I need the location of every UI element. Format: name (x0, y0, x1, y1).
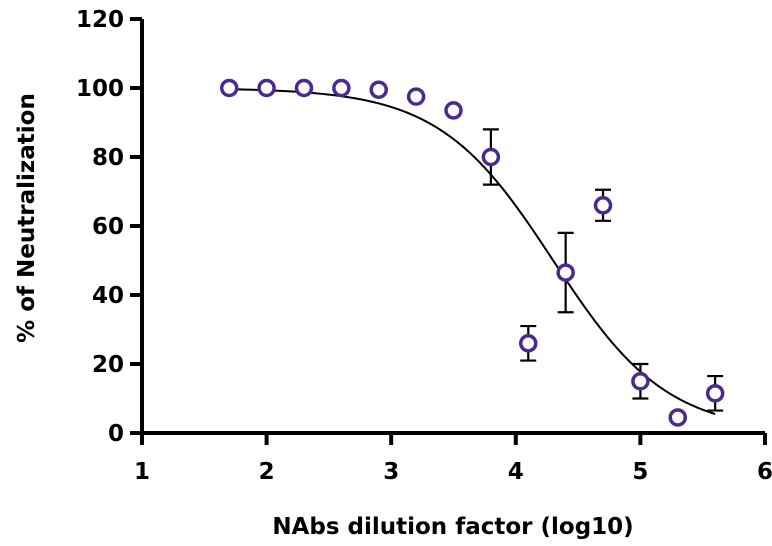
data-point (519, 334, 538, 353)
data-point (631, 372, 650, 391)
x-tick-label: 5 (632, 459, 648, 485)
data-point (257, 78, 276, 98)
data-points-layer (219, 78, 725, 427)
x-tick-label: 3 (383, 459, 399, 485)
x-tick-label: 6 (757, 459, 772, 485)
y-tick-label: 80 (92, 145, 124, 171)
data-point (705, 384, 725, 403)
fit-curve (229, 88, 716, 415)
axes: 0 20 40 60 80 100 120 1 2 3 4 5 6 (76, 7, 772, 485)
y-axis-title: % of Neutralization (14, 93, 40, 343)
y-tick-label: 120 (76, 7, 124, 33)
y-tick-label: 20 (92, 352, 124, 378)
data-point (668, 408, 688, 427)
data-point (481, 147, 501, 167)
data-point (444, 101, 463, 120)
data-point (369, 80, 388, 99)
x-axis-title: NAbs dilution factor (log10) (272, 514, 633, 540)
y-tick-label: 40 (92, 283, 124, 309)
data-point (294, 78, 314, 98)
y-tick-label: 60 (92, 214, 124, 240)
y-tick-label: 100 (76, 76, 124, 102)
x-tick-label: 2 (259, 459, 275, 485)
data-point (219, 78, 239, 98)
x-tick-label: 1 (134, 459, 150, 485)
data-point (556, 263, 575, 282)
data-point (593, 196, 613, 215)
y-tick-label: 0 (108, 421, 124, 447)
fit-curve-layer (229, 88, 716, 415)
data-point (406, 87, 426, 106)
data-point (332, 78, 351, 98)
x-tick-label: 4 (508, 459, 524, 485)
